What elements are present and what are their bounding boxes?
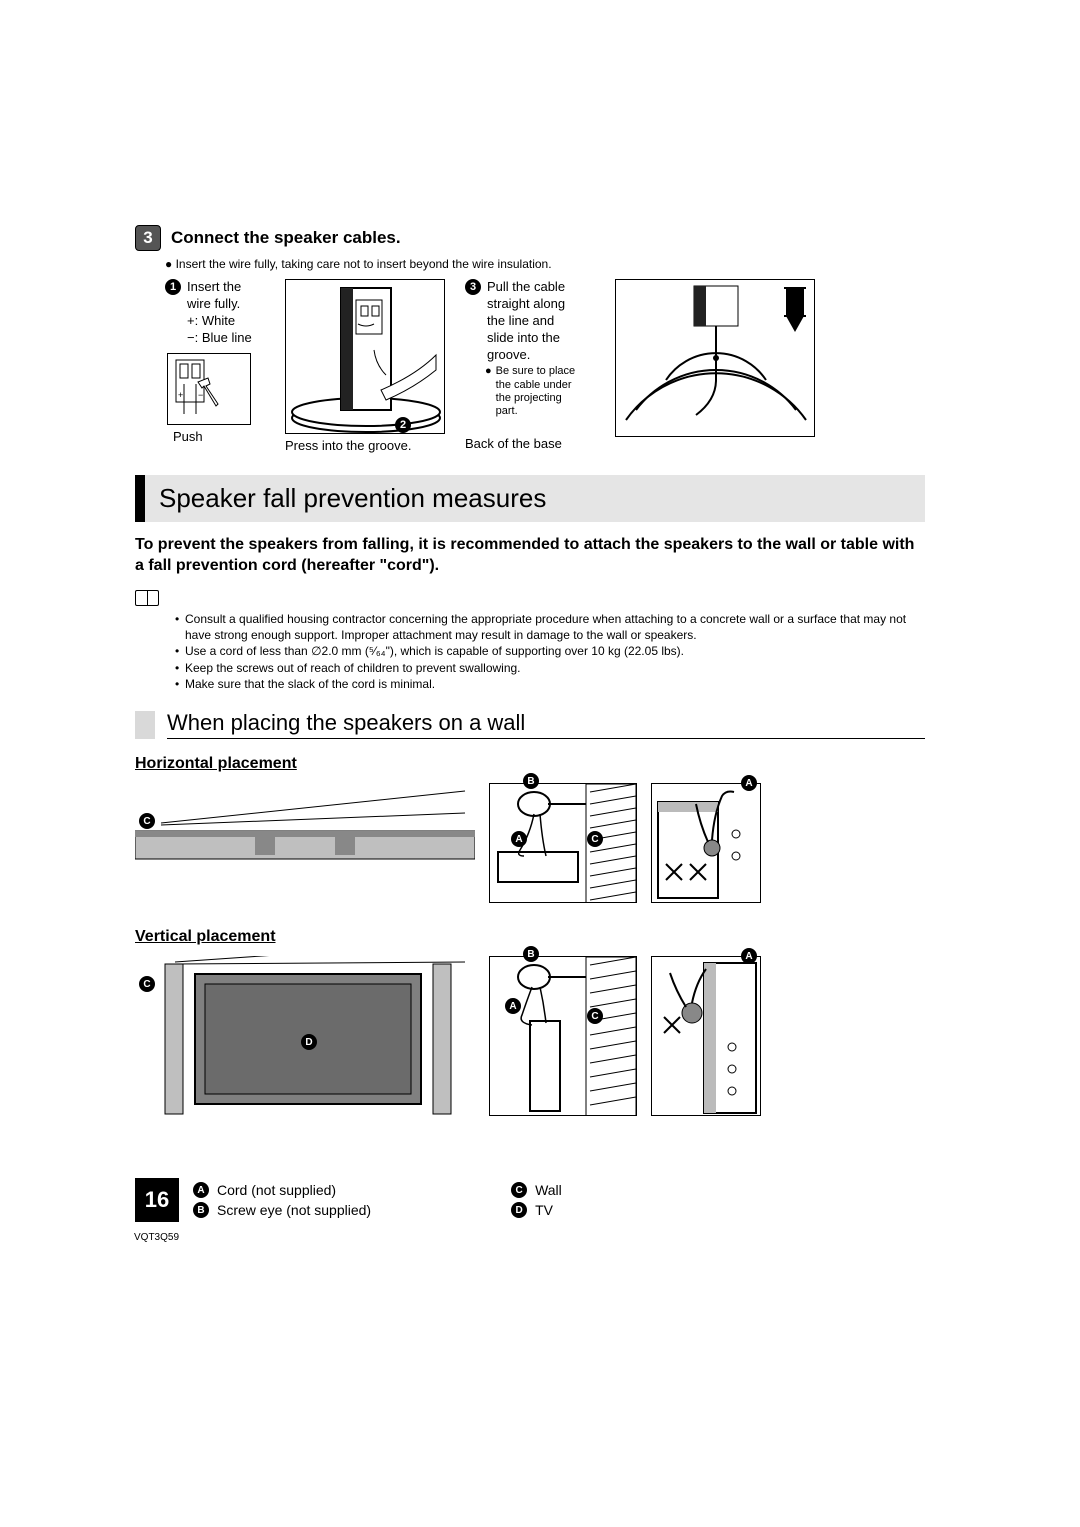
label-b-icon: B	[193, 1202, 209, 1218]
step-3-diagrams: 1 Insert the wire fully. +: White −: Blu…	[165, 279, 925, 455]
horizontal-main-diagram	[135, 783, 475, 873]
svg-text:−: −	[198, 390, 203, 400]
label-c-icon: C	[139, 813, 155, 829]
label-c-icon: C	[511, 1182, 527, 1198]
label-a-icon: A	[741, 775, 757, 791]
step-3-header: 3 Connect the speaker cables.	[135, 225, 925, 251]
circled-2-icon: 2	[395, 417, 411, 433]
legend-item: A Cord (not supplied)	[193, 1182, 371, 1198]
push-label: Push	[173, 429, 285, 446]
wall-subsection: When placing the speakers on a wall	[135, 710, 925, 739]
label-c-icon: C	[587, 1008, 603, 1024]
t: the line and	[487, 313, 565, 330]
t: groove.	[487, 347, 565, 364]
legend: A Cord (not supplied) C Wall B Screw eye…	[193, 1182, 562, 1218]
step-3-note-text: Insert the wire fully, taking care not t…	[176, 257, 552, 271]
t: the cable under	[496, 379, 576, 392]
item1-text: Insert the wire fully. +: White −: Blue …	[187, 279, 252, 347]
groove-diagram	[285, 279, 445, 434]
note-item: Use a cord of less than ∅2.0 mm (⁵⁄₆₄"),…	[175, 643, 925, 659]
base-back-diagram	[615, 279, 815, 437]
t: Pull the cable	[487, 279, 565, 296]
manual-icon	[135, 590, 159, 606]
horizontal-heading: Horizontal placement	[135, 755, 925, 773]
page-number: 16	[135, 1178, 179, 1222]
page-footer: 16 A Cord (not supplied) C Wall B Screw …	[135, 1178, 562, 1222]
t: the projecting	[496, 392, 576, 405]
item3-sub: Be sure to place the cable under the pro…	[496, 365, 576, 418]
label-c-icon: C	[139, 976, 155, 992]
legend-text: TV	[535, 1202, 553, 1218]
t: +: White	[187, 313, 252, 330]
legend-text: Wall	[535, 1182, 562, 1198]
label-a-icon: A	[193, 1182, 209, 1198]
label-b-icon: B	[523, 773, 539, 789]
t: slide into the	[487, 330, 565, 347]
label-c-icon: C	[587, 831, 603, 847]
circled-1-icon: 1	[165, 279, 181, 295]
item3-text: Pull the cable straight along the line a…	[487, 279, 565, 363]
vertical-wall-diagram	[489, 956, 637, 1116]
horizontal-detail-diagram	[651, 783, 761, 903]
notes-list: Consult a qualified housing contractor c…	[175, 611, 925, 692]
label-a-icon: A	[505, 998, 521, 1014]
label-b-icon: B	[523, 946, 539, 962]
t: straight along	[487, 296, 565, 313]
note-item: Keep the screws out of reach of children…	[175, 660, 925, 676]
circled-3-icon: 3	[465, 279, 481, 295]
svg-text:+: +	[178, 390, 183, 400]
page-content: 3 Connect the speaker cables. ● Insert t…	[135, 225, 925, 1141]
gray-bar-icon	[135, 711, 155, 739]
legend-item: C Wall	[511, 1182, 562, 1198]
bullet: ●	[485, 365, 492, 418]
t: −: Blue line	[187, 330, 252, 347]
push-diagram: + −	[167, 353, 251, 425]
step-3-note: ● Insert the wire fully, taking care not…	[165, 257, 925, 271]
t: wire fully.	[187, 296, 252, 313]
back-of-base-label: Back of the base	[465, 436, 615, 453]
horizontal-block: Horizontal placement C	[135, 755, 925, 908]
section-banner: Speaker fall prevention measures	[135, 475, 925, 522]
document-code: VQT3Q59	[134, 1232, 179, 1243]
subsection-title: When placing the speakers on a wall	[167, 710, 925, 739]
vertical-block: Vertical placement C D	[135, 928, 925, 1121]
step-number-badge: 3	[135, 225, 161, 251]
legend-text: Cord (not supplied)	[217, 1182, 336, 1198]
label-d-icon: D	[511, 1202, 527, 1218]
label-a-icon: A	[741, 948, 757, 964]
prevention-paragraph: To prevent the speakers from falling, it…	[135, 534, 925, 577]
item2-caption: Press into the groove.	[285, 438, 455, 455]
note-item: Consult a qualified housing contractor c…	[175, 611, 925, 643]
t: part.	[496, 405, 576, 418]
vertical-detail-diagram	[651, 956, 761, 1116]
legend-item: B Screw eye (not supplied)	[193, 1202, 371, 1218]
vertical-heading: Vertical placement	[135, 928, 925, 946]
t: Insert the	[187, 279, 252, 296]
label-a-icon: A	[511, 831, 527, 847]
bullet: ●	[165, 257, 172, 271]
note-item: Make sure that the slack of the cord is …	[175, 676, 925, 692]
legend-text: Screw eye (not supplied)	[217, 1202, 371, 1218]
t: Be sure to place	[496, 365, 576, 378]
legend-item: D TV	[511, 1202, 562, 1218]
label-d-icon: D	[301, 1034, 317, 1050]
step-3-title: Connect the speaker cables.	[171, 228, 401, 248]
